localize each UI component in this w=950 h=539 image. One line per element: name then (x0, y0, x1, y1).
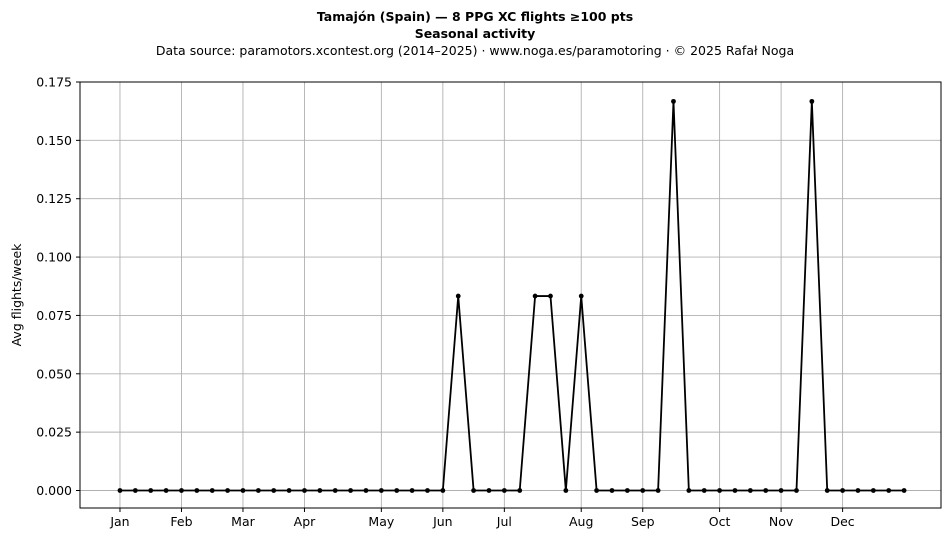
y-tick-label: 0.075 (36, 308, 72, 323)
data-point (747, 488, 753, 493)
y-tick-label: 0.050 (36, 366, 72, 381)
data-point (194, 488, 200, 493)
plot-frame (79, 81, 942, 509)
data-point (855, 488, 861, 493)
data-point (486, 488, 492, 493)
data-point (240, 488, 246, 493)
data-point (302, 488, 307, 493)
y-tick-label: 0.025 (36, 425, 72, 440)
data-point (563, 488, 569, 493)
data-point (732, 488, 738, 493)
data-point (317, 488, 323, 493)
data-point (471, 488, 476, 493)
chart-source-note: Data source: paramotors.xcontest.org (20… (155, 43, 795, 58)
data-point (440, 488, 446, 493)
x-tick-label: Mar (231, 514, 255, 529)
data-point (870, 488, 876, 493)
data-point (394, 488, 400, 493)
x-tick-label: Dec (830, 514, 854, 529)
x-tick-label: Jul (496, 514, 512, 529)
data-point (286, 488, 292, 493)
y-tick-label: 0.150 (36, 133, 72, 148)
data-point (163, 488, 169, 493)
data-point (655, 488, 661, 493)
data-point (117, 488, 123, 493)
data-point (717, 488, 722, 493)
x-tick-label: Aug (569, 514, 593, 529)
data-point (378, 488, 384, 493)
data-point (886, 488, 892, 493)
data-point (363, 488, 369, 493)
chart-title: Tamajón (Spain) — 8 PPG XC flights ≥100 … (316, 9, 634, 24)
data-point (179, 488, 184, 493)
x-tick-label: Feb (170, 514, 192, 529)
data-point (640, 488, 646, 493)
data-point (532, 293, 538, 299)
data-point (271, 488, 277, 493)
data-point (425, 488, 430, 493)
y-tick-label: 0.175 (36, 75, 72, 90)
data-point (132, 488, 138, 493)
x-tick-label: Jan (109, 514, 129, 529)
data-point (501, 488, 507, 493)
x-tick-label: Oct (709, 514, 731, 529)
data-point (225, 488, 231, 493)
data-point (209, 488, 215, 493)
x-tick-label: Jun (432, 514, 453, 529)
data-point (671, 98, 676, 104)
data-point (409, 488, 415, 493)
chart-title-block: Tamajón (Spain) — 8 PPG XC flights ≥100 … (0, 8, 950, 59)
data-point (548, 293, 553, 299)
data-point (840, 488, 845, 493)
data-point (824, 488, 830, 493)
data-point (686, 488, 692, 493)
x-tick-label: Nov (769, 514, 794, 529)
x-tick-label: Apr (294, 514, 316, 529)
data-point (778, 488, 784, 493)
chart-subtitle: Seasonal activity (414, 26, 536, 41)
data-point (701, 488, 707, 493)
y-axis-label: Avg flights/week (9, 243, 24, 347)
series-line (119, 100, 905, 492)
data-point (148, 488, 154, 493)
x-tick-label: Sep (631, 514, 655, 529)
data-point (624, 488, 630, 493)
data-point (609, 488, 615, 493)
y-tick-label: 0.100 (36, 250, 72, 265)
y-tick-label: 0.000 (36, 483, 72, 498)
data-point (332, 488, 338, 493)
data-point (455, 293, 461, 299)
data-point (809, 98, 815, 104)
data-point (255, 488, 261, 493)
y-tick-label: 0.125 (36, 191, 72, 206)
data-point (517, 488, 523, 493)
data-point (578, 293, 584, 299)
data-point (794, 488, 799, 493)
data-point (594, 488, 599, 493)
data-point (763, 488, 769, 493)
data-point (901, 488, 907, 493)
x-tick-label: May (368, 514, 394, 529)
data-point (348, 488, 353, 493)
